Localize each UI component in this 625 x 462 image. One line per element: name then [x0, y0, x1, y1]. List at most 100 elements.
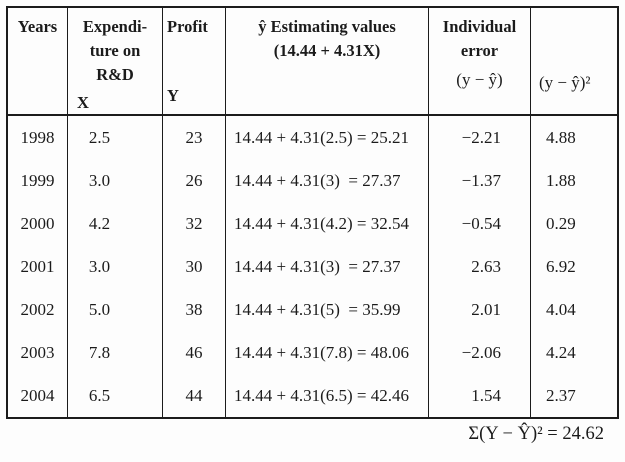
profit-cell: 46	[163, 331, 226, 374]
estimate-formula: 14.44 + 4.31(7.8) = 48.06	[234, 342, 409, 362]
header-y-variable: Y	[167, 86, 179, 105]
header-expenditure-line2: ture on	[89, 41, 141, 60]
estimate-formula: 14.44 + 4.31(2.5) = 25.21	[234, 127, 409, 147]
year-value: 2002	[20, 299, 55, 319]
expenditure-cell: 3.0	[68, 159, 163, 202]
table-row: 2000 4.2 32 14.44 + 4.31(4.2) = 32.54 −0…	[8, 202, 617, 245]
year-cell: 2000	[8, 202, 68, 245]
header-estimating-line2: (14.44 + 4.31X)	[273, 41, 381, 60]
header-profit: Profit Y	[163, 8, 226, 114]
expenditure-value: 7.8	[88, 342, 111, 362]
error-cell: −1.37	[429, 159, 531, 202]
squared-error-cell: 4.24	[531, 331, 617, 374]
year-cell: 1998	[8, 116, 68, 159]
expenditure-value: 6.5	[88, 385, 111, 405]
error-value: −2.06	[461, 342, 501, 362]
header-profit-label: Profit	[167, 17, 208, 36]
squared-error-cell: 4.88	[531, 116, 617, 159]
profit-cell: 38	[163, 288, 226, 331]
error-value: −2.21	[461, 127, 501, 147]
year-value: 2003	[20, 342, 55, 362]
table-row: 2002 5.0 38 14.44 + 4.31(5) = 35.99 2.01…	[8, 288, 617, 331]
table-row: 2001 3.0 30 14.44 + 4.31(3) = 27.37 2.63…	[8, 245, 617, 288]
estimate-formula: 14.44 + 4.31(5) = 35.99	[234, 299, 401, 319]
squared-error-value: 4.04	[546, 299, 576, 319]
header-expenditure: Expendi- ture on R&D X	[68, 8, 163, 114]
year-value: 1998	[20, 127, 55, 147]
year-value: 1999	[20, 170, 55, 190]
profit-value: 26	[185, 170, 203, 190]
year-cell: 2004	[8, 374, 68, 417]
header-estimating-values: ŷ Estimating values (14.44 + 4.31X)	[226, 8, 429, 114]
error-cell: −2.06	[429, 331, 531, 374]
error-value: 1.54	[471, 385, 501, 405]
profit-cell: 26	[163, 159, 226, 202]
header-expenditure-line1: Expendi-	[82, 17, 148, 36]
header-error-line1: Individual	[442, 17, 517, 36]
sum-of-squared-errors: Σ(Y − Ŷ)² = 24.62	[0, 424, 604, 445]
error-value: 2.63	[471, 256, 501, 276]
squared-error-cell: 2.37	[531, 374, 617, 417]
expenditure-cell: 7.8	[68, 331, 163, 374]
profit-value: 30	[185, 256, 203, 276]
header-x-variable: X	[77, 93, 89, 112]
expenditure-cell: 6.5	[68, 374, 163, 417]
profit-cell: 23	[163, 116, 226, 159]
header-squared-error: (y − ŷ)²	[531, 8, 617, 114]
estimate-cell: 14.44 + 4.31(2.5) = 25.21	[226, 116, 429, 159]
profit-value: 23	[185, 127, 203, 147]
table-row: 2003 7.8 46 14.44 + 4.31(7.8) = 48.06 −2…	[8, 331, 617, 374]
error-value: −0.54	[461, 213, 501, 233]
expenditure-cell: 4.2	[68, 202, 163, 245]
expenditure-cell: 2.5	[68, 116, 163, 159]
estimate-cell: 14.44 + 4.31(5) = 35.99	[226, 288, 429, 331]
year-cell: 2003	[8, 331, 68, 374]
table-row: 1998 2.5 23 14.44 + 4.31(2.5) = 25.21 −2…	[8, 116, 617, 159]
squared-error-cell: 4.04	[531, 288, 617, 331]
year-cell: 1999	[8, 159, 68, 202]
error-cell: 1.54	[429, 374, 531, 417]
expenditure-value: 2.5	[88, 127, 111, 147]
expenditure-cell: 3.0	[68, 245, 163, 288]
error-cell: −2.21	[429, 116, 531, 159]
header-years-label: Years	[17, 17, 58, 36]
squared-error-cell: 6.92	[531, 245, 617, 288]
estimate-cell: 14.44 + 4.31(3) = 27.37	[226, 245, 429, 288]
year-value: 2000	[20, 213, 55, 233]
error-cell: 2.01	[429, 288, 531, 331]
header-estimating-line1: ŷ Estimating values	[258, 17, 396, 36]
profit-value: 32	[185, 213, 203, 233]
profit-value: 38	[185, 299, 203, 319]
expenditure-cell: 5.0	[68, 288, 163, 331]
squared-error-value: 1.88	[546, 170, 576, 190]
year-cell: 2002	[8, 288, 68, 331]
sum-of-squared-errors-label: Σ(Y − Ŷ)² = 24.62	[468, 424, 604, 444]
estimate-formula: 14.44 + 4.31(3) = 27.37	[234, 170, 401, 190]
error-value: 2.01	[471, 299, 501, 319]
estimate-cell: 14.44 + 4.31(6.5) = 42.46	[226, 374, 429, 417]
error-cell: 2.63	[429, 245, 531, 288]
squared-error-value: 4.24	[546, 342, 576, 362]
profit-cell: 44	[163, 374, 226, 417]
expenditure-value: 3.0	[88, 170, 111, 190]
header-years: Years	[8, 8, 68, 114]
header-expenditure-line3: R&D	[96, 65, 134, 84]
profit-value: 46	[185, 342, 203, 362]
table-row: 2004 6.5 44 14.44 + 4.31(6.5) = 42.46 1.…	[8, 374, 617, 417]
regression-table: Years Expendi- ture on R&D X Profit Y ŷ …	[6, 6, 619, 419]
estimate-cell: 14.44 + 4.31(7.8) = 48.06	[226, 331, 429, 374]
table-body: 1998 2.5 23 14.44 + 4.31(2.5) = 25.21 −2…	[8, 116, 617, 417]
header-error-formula: (y − ŷ)	[456, 70, 503, 89]
header-error-line2: error	[460, 41, 499, 60]
profit-value: 44	[185, 385, 203, 405]
profit-cell: 32	[163, 202, 226, 245]
squared-error-value: 0.29	[546, 213, 576, 233]
squared-error-cell: 0.29	[531, 202, 617, 245]
year-cell: 2001	[8, 245, 68, 288]
estimate-formula: 14.44 + 4.31(4.2) = 32.54	[234, 213, 409, 233]
squared-error-value: 4.88	[546, 127, 576, 147]
squared-error-value: 6.92	[546, 256, 576, 276]
estimate-formula: 14.44 + 4.31(3) = 27.37	[234, 256, 401, 276]
year-value: 2004	[20, 385, 55, 405]
